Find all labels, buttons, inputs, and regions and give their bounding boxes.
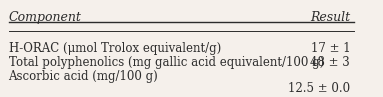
Text: H-ORAC (μmol Trolox equivalent/g): H-ORAC (μmol Trolox equivalent/g) [8, 42, 221, 55]
Text: Ascorbic acid (mg/100 g): Ascorbic acid (mg/100 g) [8, 70, 158, 83]
Text: Total polyphenolics (mg gallic acid equivalent/100 g): Total polyphenolics (mg gallic acid equi… [8, 56, 324, 69]
Text: 12.5 ± 0.0: 12.5 ± 0.0 [288, 82, 350, 95]
Text: Result: Result [310, 11, 350, 25]
Text: Component: Component [8, 11, 81, 25]
Text: 17 ± 1: 17 ± 1 [311, 42, 350, 55]
Text: 48 ± 3: 48 ± 3 [310, 56, 350, 69]
